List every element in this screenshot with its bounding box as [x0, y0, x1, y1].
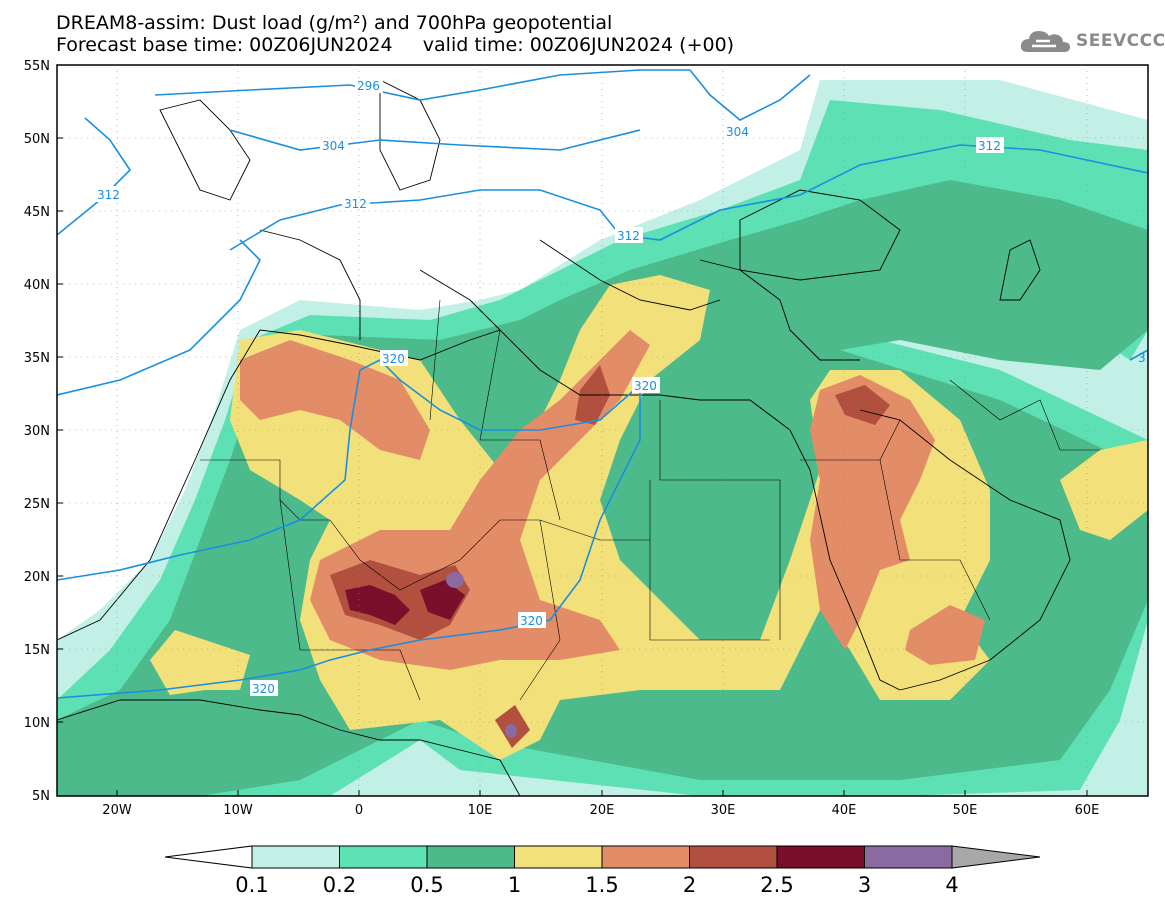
lat-label: 35N	[24, 351, 50, 366]
contour-label: 320	[634, 379, 657, 393]
colorbar-label: 0.2	[323, 873, 356, 897]
lon-label: 20W	[102, 803, 132, 818]
colorbar-upper-arrow	[951, 845, 1041, 869]
forecast-time-line: Forecast base time: 00Z06JUN2024 valid t…	[56, 34, 735, 56]
coastlines	[57, 79, 1071, 796]
lon-label: 40E	[832, 803, 857, 818]
dust-level-2-iraq	[835, 385, 890, 425]
contour-label: 320	[520, 614, 543, 628]
lat-label: 45N	[24, 205, 50, 220]
contour-label: 312	[978, 139, 1001, 153]
lat-label: 15N	[24, 643, 50, 658]
dust-level-1-east	[1060, 440, 1148, 540]
geopotential-contours	[57, 69, 1148, 699]
lon-label: 10W	[223, 803, 253, 818]
colorbar-label: 2.5	[760, 873, 793, 897]
contour-label: 312	[617, 229, 640, 243]
lat-label: 25N	[24, 497, 50, 512]
lon-label: 50E	[953, 803, 978, 818]
colorbar-label: 1.5	[585, 873, 618, 897]
lat-label: 10N	[24, 716, 50, 731]
colorbar	[164, 845, 1041, 869]
dust-level-2.5-niger	[420, 580, 465, 620]
colorbar-swatch	[689, 845, 778, 869]
colorbar-swatch	[426, 845, 515, 869]
colorbar-swatch	[339, 845, 428, 869]
colorbar-lower-arrow	[164, 845, 253, 869]
contour-label: 320	[252, 682, 275, 696]
lat-label: 40N	[24, 278, 50, 293]
dust-level-1-west	[150, 630, 250, 695]
lat-label: 5N	[32, 789, 50, 804]
colorbar-swatch	[776, 845, 865, 869]
colorbar-swatch	[864, 845, 953, 869]
lat-label: 50N	[24, 132, 50, 147]
contour-labels: 296 304 304 312 312 312 312 320 320 320 …	[95, 77, 1146, 696]
lat-label: 20N	[24, 570, 50, 585]
contour-label: 304	[322, 139, 345, 153]
dust-level-1.5	[240, 340, 430, 460]
lon-label: 60E	[1075, 803, 1100, 818]
colorbar-labels: 0.1 0.2 0.5 1 1.5 2 2.5 3 4	[235, 873, 958, 897]
colorbar-label: 2	[683, 873, 696, 897]
lat-label: 30N	[24, 424, 50, 439]
longitude-labels: 20W 10W 0 10E 20E 30E 40E 50E 60E	[102, 803, 1099, 818]
lon-label: 20E	[590, 803, 615, 818]
colorbar-label: 3	[858, 873, 871, 897]
dust-level-3-south	[505, 724, 517, 738]
colorbar-label: 0.1	[235, 873, 268, 897]
latitude-labels: 55N 50N 45N 40N 35N 30N 25N 20N 15N 10N …	[24, 59, 50, 804]
contour-label: 3	[1138, 351, 1146, 365]
dust-field: 296 304 304 312 312 312 312 320 320 320 …	[57, 65, 1148, 796]
colorbar-swatch	[601, 845, 690, 869]
colorbar-swatch	[251, 845, 340, 869]
contour-label: 312	[97, 188, 120, 202]
contour-label: 304	[726, 125, 749, 139]
lat-label: 55N	[24, 59, 50, 74]
cloud-icon	[1020, 31, 1070, 52]
lon-label: 0	[355, 803, 363, 818]
contour-label: 320	[382, 352, 405, 366]
colorbar-swatch	[514, 845, 603, 869]
lon-label: 30E	[711, 803, 736, 818]
axis-ticks	[57, 64, 1088, 796]
dust-level-1.5-yemen	[905, 605, 985, 665]
lon-label: 10E	[468, 803, 493, 818]
contour-label: 312	[344, 197, 367, 211]
dust-level-1.5-arabia	[810, 375, 935, 650]
colorbar-label: 0.5	[410, 873, 443, 897]
dust-level-2.5	[345, 585, 410, 625]
map-title: DREAM8-assim: Dust load (g/m²) and 700hP…	[56, 12, 613, 34]
seevccc-logo: SEEVCCC	[1018, 24, 1165, 58]
dust-level-3	[446, 572, 464, 588]
colorbar-label: 4	[945, 873, 958, 897]
colorbar-label: 1	[508, 873, 521, 897]
country-borders	[200, 299, 1100, 701]
contour-label: 296	[357, 79, 380, 93]
logo-text: SEEVCCC	[1076, 31, 1165, 51]
